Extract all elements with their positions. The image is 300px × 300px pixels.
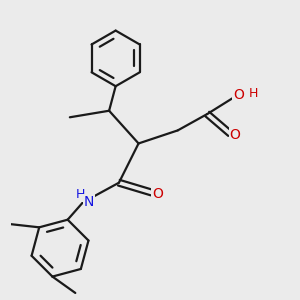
Text: N: N <box>84 195 94 209</box>
Text: O: O <box>233 88 244 102</box>
Text: H: H <box>76 188 85 201</box>
Text: O: O <box>230 128 241 142</box>
Text: O: O <box>152 187 163 201</box>
Text: H: H <box>248 87 258 100</box>
